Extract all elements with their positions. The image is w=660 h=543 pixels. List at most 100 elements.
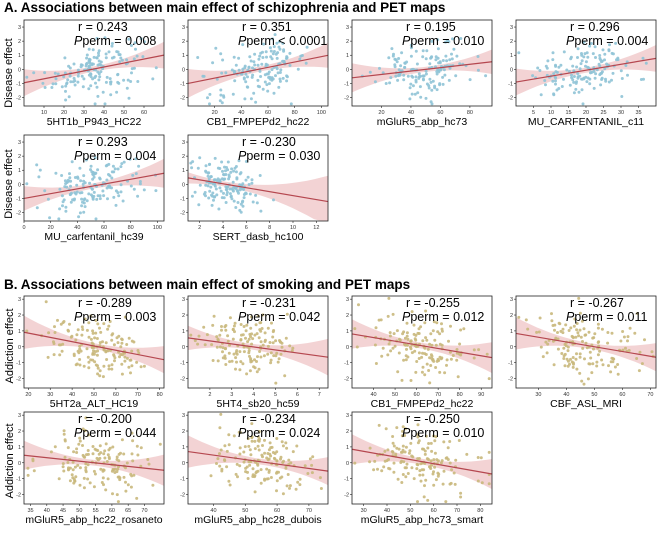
data-point (357, 303, 360, 307)
y-tick-label: 3 (18, 297, 21, 303)
regression-line (351, 333, 493, 359)
data-point (599, 72, 603, 75)
data-point (131, 439, 135, 443)
data-point (415, 467, 419, 471)
data-point (637, 369, 641, 373)
y-tick-label: 2 (18, 154, 21, 160)
data-point (578, 352, 582, 356)
data-point (238, 452, 242, 456)
data-point (90, 187, 94, 191)
data-point (94, 350, 97, 354)
data-point (53, 445, 57, 449)
data-point (268, 341, 272, 344)
data-point (64, 84, 68, 88)
data-point (243, 97, 247, 101)
data-point (107, 367, 111, 371)
data-point (585, 80, 589, 84)
data-point (459, 37, 463, 40)
data-point (582, 77, 586, 81)
data-point (291, 450, 295, 454)
x-axis-label: MU_CARFENTANIL_c11 (527, 116, 645, 128)
x-tick-label: 30 (81, 110, 87, 116)
data-point (86, 463, 90, 467)
data-point (406, 74, 410, 78)
r-value: r = -0.234 (242, 412, 296, 426)
p-perm-value: Pperm = 0.042 (238, 310, 320, 324)
data-point (83, 455, 87, 459)
data-point (78, 363, 82, 367)
data-point (576, 56, 579, 59)
data-point (219, 93, 223, 97)
data-point (544, 83, 547, 87)
y-tick-label: -1 (344, 477, 349, 483)
data-point (260, 327, 264, 330)
data-point (263, 331, 267, 335)
data-point (438, 370, 442, 374)
p-perm-value: Pperm = 0.030 (238, 149, 320, 163)
data-point (270, 68, 274, 72)
data-point (239, 323, 243, 326)
data-point (279, 352, 283, 356)
data-point (98, 369, 102, 373)
data-point (249, 326, 253, 330)
data-point (95, 85, 99, 89)
data-point (429, 441, 433, 445)
data-point (271, 52, 275, 56)
data-point (281, 41, 285, 45)
scatter-panel: 0 20 40 60 80 100 -2 -1 0 1 2 3 r = 0.293 Pperm = 0.0… (16, 134, 165, 243)
data-point (228, 360, 232, 364)
data-point (434, 435, 438, 439)
data-point (386, 314, 390, 318)
data-point (395, 329, 399, 333)
data-point (318, 476, 322, 480)
x-tick-label: 25 (600, 110, 606, 116)
data-point (442, 68, 446, 72)
data-point (234, 63, 238, 67)
data-point (266, 452, 270, 455)
data-point (435, 321, 439, 325)
data-point (616, 363, 620, 366)
y-tick-label: 3 (182, 413, 185, 419)
data-point (421, 339, 425, 343)
data-point (250, 436, 254, 440)
data-point (468, 78, 472, 82)
data-point (95, 56, 99, 60)
data-point (440, 356, 444, 360)
data-point (445, 456, 449, 460)
data-point (415, 360, 419, 363)
data-point (421, 49, 425, 53)
data-point (410, 310, 414, 314)
y-tick-label: -1 (180, 477, 185, 483)
data-point (248, 369, 252, 373)
data-point (400, 51, 404, 55)
data-point (414, 370, 418, 374)
data-point (559, 63, 563, 67)
data-point (424, 69, 428, 73)
data-point (633, 331, 637, 335)
data-point (218, 464, 222, 468)
data-point (427, 86, 431, 90)
x-tick-label: 50 (242, 508, 248, 514)
data-point (233, 166, 237, 170)
x-tick-label: 0 (22, 225, 25, 231)
scatter-panel: 30 40 50 60 70 80 -2 -1 0 1 2 3 r = -0.250 Pperm = 0.… (344, 411, 493, 526)
x-tick-label: 20 (61, 110, 67, 116)
data-point (626, 339, 629, 343)
y-tick-label: 2 (346, 429, 349, 435)
data-point (392, 332, 396, 336)
p-text: perm = 0.011 (574, 310, 648, 324)
data-point (125, 58, 129, 62)
data-point (247, 444, 251, 448)
data-point (391, 435, 395, 438)
data-point (319, 487, 323, 490)
data-point (213, 184, 217, 188)
data-point (572, 80, 576, 84)
data-point (114, 189, 118, 193)
data-point (257, 57, 261, 61)
data-point (132, 473, 136, 477)
data-point (110, 367, 114, 371)
data-point (256, 84, 260, 88)
data-point (84, 470, 88, 474)
data-point (310, 471, 314, 475)
